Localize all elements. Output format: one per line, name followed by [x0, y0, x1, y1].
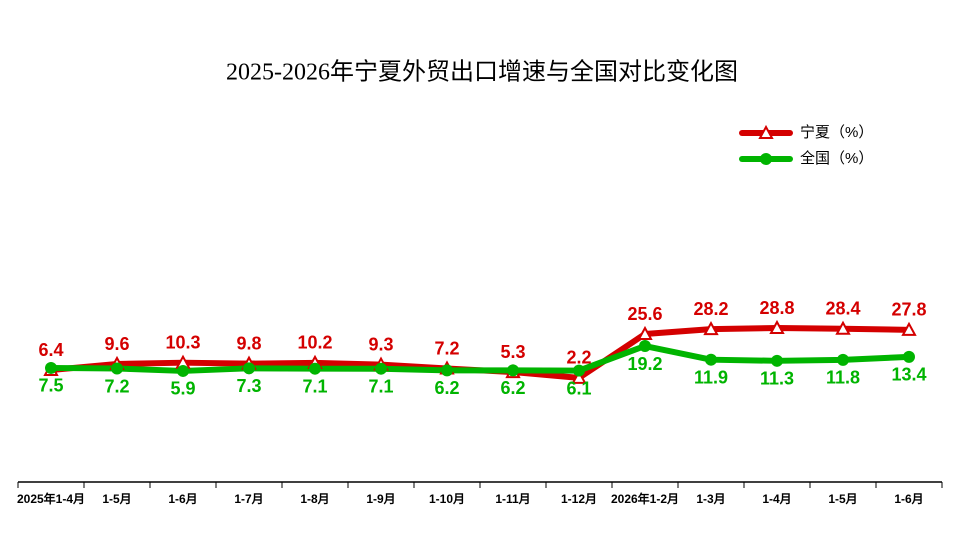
- data-label: 7.5: [38, 376, 63, 396]
- data-label: 6.2: [434, 378, 459, 398]
- data-label: 28.4: [825, 299, 860, 319]
- x-tick-label: 1-6月: [168, 492, 197, 506]
- legend-marker: [758, 124, 774, 139]
- marker: [441, 364, 453, 377]
- x-tick-label: 1-11月: [495, 492, 530, 506]
- legend-marker: [760, 153, 772, 165]
- legend-label: 全国（%）: [800, 149, 873, 167]
- marker: [45, 361, 57, 374]
- x-tick-label: 1-6月: [894, 492, 923, 506]
- marker: [771, 354, 783, 367]
- marker: [835, 320, 851, 335]
- x-tick-label: 2025年1-4月: [17, 491, 85, 506]
- data-label: 7.1: [302, 376, 327, 396]
- x-tick-label: 1-12月: [561, 492, 597, 506]
- marker: [903, 350, 915, 363]
- data-label: 13.4: [891, 365, 926, 385]
- data-label: 6.4: [38, 340, 63, 360]
- marker: [703, 321, 719, 336]
- data-label: 7.2: [434, 338, 459, 358]
- x-tick-label: 2026年1-2月: [611, 491, 679, 506]
- chart-title: 2025-2026年宁夏外贸出口增速与全国对比变化图: [226, 59, 738, 86]
- data-label: 9.3: [368, 334, 393, 354]
- data-label: 11.9: [694, 367, 728, 387]
- x-tick-label: 1-10月: [429, 492, 465, 506]
- marker: [901, 321, 917, 336]
- data-label: 11.8: [826, 368, 860, 388]
- data-label: 7.1: [368, 376, 393, 396]
- x-tick-label: 1-5月: [828, 492, 857, 506]
- marker: [705, 353, 717, 366]
- data-label: 6.2: [500, 378, 525, 398]
- marker: [639, 340, 651, 352]
- marker: [837, 353, 849, 366]
- data-label: 9.6: [104, 334, 129, 354]
- data-label: 6.1: [566, 378, 591, 398]
- data-label: 11.3: [760, 369, 794, 389]
- data-label: 10.3: [165, 332, 200, 352]
- marker: [573, 364, 585, 377]
- marker: [243, 362, 255, 375]
- marker: [177, 364, 189, 377]
- data-label: 9.8: [236, 333, 261, 353]
- x-tick-label: 1-8月: [300, 492, 329, 506]
- marker: [571, 369, 587, 384]
- data-label: 10.2: [297, 333, 332, 353]
- data-label: 28.8: [759, 298, 794, 318]
- marker: [637, 325, 653, 340]
- series-line: [48, 343, 912, 374]
- marker: [507, 364, 519, 377]
- data-label: 5.9: [170, 379, 195, 399]
- x-tick-label: 1-5月: [102, 492, 131, 506]
- data-label: 27.8: [891, 300, 926, 320]
- x-tick-label: 1-9月: [366, 492, 395, 506]
- marker: [309, 362, 321, 375]
- data-label: 5.3: [500, 342, 525, 362]
- x-tick-label: 1-4月: [762, 492, 791, 506]
- marker: [375, 362, 387, 375]
- x-tick-label: 1-7月: [234, 492, 263, 506]
- legend-label: 宁夏（%）: [800, 124, 873, 141]
- x-tick-label: 1-3月: [696, 492, 725, 506]
- marker: [769, 319, 785, 334]
- marker: [111, 362, 123, 375]
- data-label: 2.2: [566, 348, 591, 368]
- data-label: 28.2: [693, 299, 728, 319]
- data-label: 19.2: [627, 354, 662, 374]
- data-label: 25.6: [627, 304, 662, 324]
- data-label: 7.3: [236, 376, 261, 396]
- data-label: 7.2: [104, 376, 129, 396]
